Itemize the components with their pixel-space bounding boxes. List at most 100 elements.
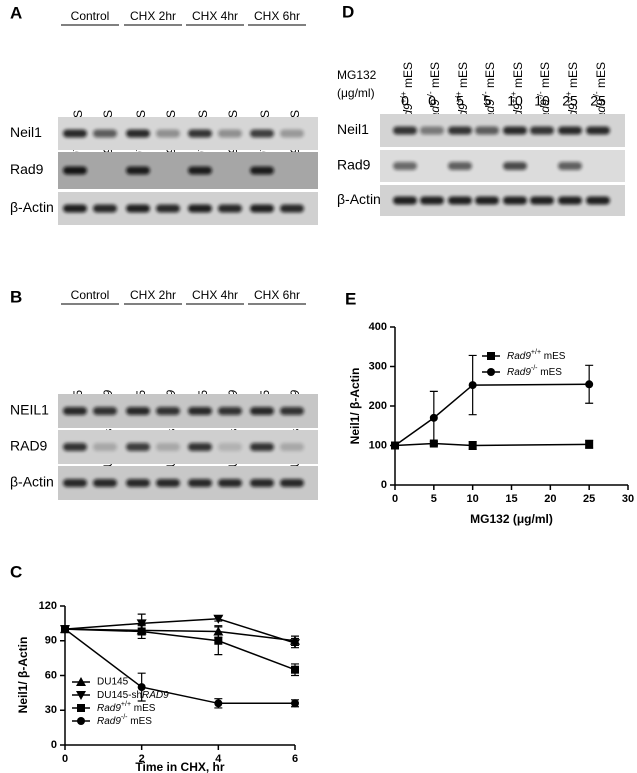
- band: [280, 443, 304, 451]
- legend-label: Rad9+/+ mES: [97, 701, 156, 713]
- dose: 5: [456, 93, 464, 109]
- band: [93, 407, 117, 415]
- band: [503, 126, 527, 135]
- band: [156, 479, 180, 487]
- y-tick-label: 300: [369, 360, 387, 372]
- band: [250, 204, 274, 213]
- band: [448, 126, 472, 135]
- series-line: [64, 628, 296, 671]
- row-label: RAD9: [10, 438, 48, 454]
- band: [126, 479, 150, 487]
- x-tick-label: 15: [505, 493, 517, 505]
- marker: [61, 625, 69, 634]
- y-tick-label: 90: [45, 635, 57, 647]
- marker: [214, 699, 223, 708]
- band: [586, 126, 610, 135]
- y-axis-label: Neil1/ β-Actin: [16, 637, 30, 714]
- legend-marker: [77, 704, 85, 712]
- band: [218, 204, 242, 213]
- band: [280, 479, 304, 487]
- marker: [213, 614, 224, 624]
- band: [93, 204, 117, 213]
- legend-label: Rad9-/- mES: [97, 714, 152, 726]
- band: [188, 204, 212, 213]
- x-tick-label: 0: [62, 753, 68, 765]
- band: [250, 443, 274, 451]
- group-label: CHX 4hr: [192, 288, 238, 302]
- x-tick-label: 6: [292, 753, 298, 765]
- band: [503, 196, 527, 205]
- band: [63, 166, 87, 175]
- y-tick-label: 60: [45, 669, 57, 681]
- row-label: β-Actin: [10, 474, 54, 490]
- band: [126, 129, 150, 138]
- panel-label: E: [345, 289, 356, 308]
- x-tick-label: 20: [544, 493, 556, 505]
- group-label: CHX 6hr: [254, 288, 300, 302]
- band: [558, 126, 582, 135]
- band: [393, 196, 417, 205]
- band: [93, 129, 117, 138]
- band: [188, 166, 212, 175]
- group-label: CHX 6hr: [254, 9, 300, 23]
- marker: [468, 441, 477, 450]
- x-tick-label: 0: [392, 493, 398, 505]
- panel-label: B: [10, 287, 22, 306]
- band: [218, 443, 242, 451]
- x-axis-label: Time in CHX, hr: [135, 760, 224, 773]
- dose: 0: [428, 93, 436, 109]
- group-label: Control: [71, 288, 110, 302]
- legend-marker: [487, 368, 495, 376]
- marker: [291, 665, 299, 674]
- y-tick-label: 100: [369, 439, 387, 451]
- marker: [468, 381, 477, 390]
- band: [63, 443, 87, 451]
- band: [420, 126, 444, 135]
- legend-marker: [76, 691, 86, 700]
- band: [188, 407, 212, 415]
- series-line: [394, 442, 590, 447]
- band: [586, 196, 610, 205]
- series-line: [394, 383, 590, 447]
- band: [93, 443, 117, 451]
- marker: [429, 413, 438, 422]
- y-tick-label: 0: [381, 479, 387, 491]
- band: [530, 126, 554, 135]
- x-tick-label: 5: [431, 493, 437, 505]
- band: [126, 443, 150, 451]
- x-tick-label: 10: [467, 493, 479, 505]
- band: [250, 166, 274, 175]
- band: [156, 407, 180, 415]
- band: [156, 443, 180, 451]
- band: [393, 126, 417, 135]
- group-label: Control: [71, 9, 110, 23]
- y-tick-label: 0: [51, 739, 57, 751]
- band: [280, 204, 304, 213]
- x-tick-label: 4: [215, 753, 222, 765]
- y-axis-label: Neil1/ β-Actin: [348, 368, 362, 445]
- dose: 10: [507, 93, 523, 109]
- legend-label: DU145: [97, 677, 129, 688]
- row-label: Rad9: [10, 161, 44, 177]
- row-label: NEIL1: [10, 402, 49, 418]
- dose: 0: [401, 93, 409, 109]
- series-line: [64, 628, 295, 705]
- dose-label: MG132: [337, 68, 377, 82]
- row-label: Rad9: [337, 157, 371, 173]
- band: [126, 407, 150, 415]
- marker: [214, 636, 223, 645]
- panel-label: C: [10, 562, 22, 581]
- y-tick-label: 200: [369, 400, 387, 412]
- marker: [585, 440, 594, 449]
- legend-label: Rad9-/- mES: [507, 365, 562, 377]
- band: [218, 407, 242, 415]
- band: [558, 196, 582, 205]
- band: [250, 479, 274, 487]
- legend-label: Rad9+/+ mES: [507, 349, 566, 361]
- marker: [291, 699, 299, 708]
- band: [475, 196, 499, 205]
- band: [188, 479, 212, 487]
- band: [63, 129, 87, 138]
- band: [280, 407, 304, 415]
